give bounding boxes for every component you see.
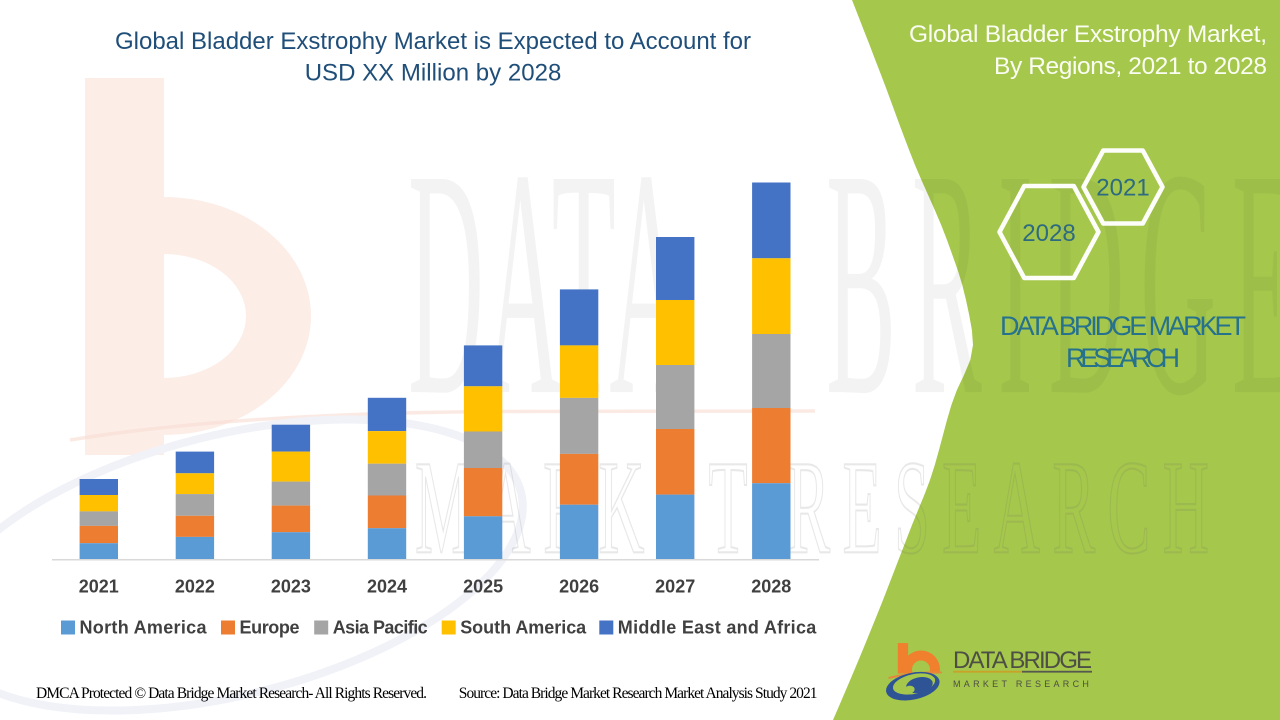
svg-text:North America: North America [80, 618, 208, 638]
svg-text:RESEARCH: RESEARCH [1066, 343, 1180, 373]
svg-text:2026: 2026 [559, 577, 599, 597]
svg-text:2028: 2028 [751, 577, 791, 597]
svg-text:MARKET RESEARCH: MARKET RESEARCH [415, 432, 1215, 581]
svg-text:By Regions, 2021 to 2028: By Regions, 2021 to 2028 [994, 53, 1267, 80]
svg-text:Source: Data Bridge Market Res: Source: Data Bridge Market Research Mark… [459, 685, 818, 702]
svg-text:DMCA Protected © Data Bridge M: DMCA Protected © Data Bridge Market Rese… [36, 685, 427, 702]
svg-text:Middle East and Africa: Middle East and Africa [618, 618, 817, 638]
svg-text:2023: 2023 [271, 577, 311, 597]
svg-text:BRIDGE: BRIDGE [826, 103, 1280, 464]
svg-text:DATA: DATA [408, 103, 685, 464]
svg-text:Asia Pacific: Asia Pacific [333, 618, 428, 638]
svg-text:DATA BRIDGE MARKET: DATA BRIDGE MARKET [1000, 311, 1246, 341]
svg-text:DATA BRIDGE: DATA BRIDGE [953, 647, 1092, 674]
svg-text:2022: 2022 [175, 577, 215, 597]
svg-text:MARKET RESEARCH: MARKET RESEARCH [953, 679, 1092, 689]
svg-text:South America: South America [460, 618, 587, 638]
svg-text:USD XX Million by 2028: USD XX Million by 2028 [305, 60, 562, 87]
svg-text:Global Bladder Exstrophy Marke: Global Bladder Exstrophy Market, [909, 21, 1267, 48]
svg-text:2021: 2021 [1096, 175, 1149, 202]
svg-text:Europe: Europe [240, 618, 300, 638]
svg-text:2028: 2028 [1022, 220, 1075, 247]
svg-text:2027: 2027 [655, 577, 695, 597]
svg-text:2025: 2025 [463, 577, 503, 597]
svg-text:2021: 2021 [79, 577, 119, 597]
svg-text:Global Bladder Exstrophy Marke: Global Bladder Exstrophy Market is Expec… [115, 28, 751, 55]
svg-text:2024: 2024 [367, 577, 407, 597]
